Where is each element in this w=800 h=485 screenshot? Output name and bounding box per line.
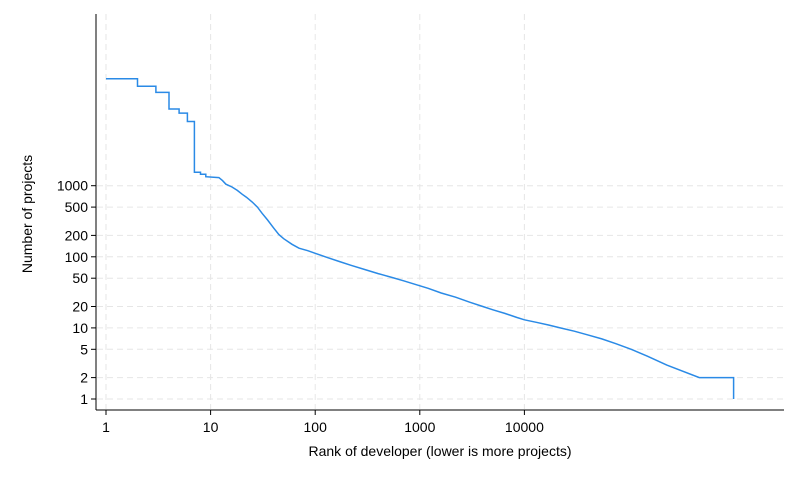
y-tick-label: 20	[72, 298, 88, 314]
x-tick-label: 10000	[505, 419, 544, 435]
y-axis-label: Number of projects	[19, 155, 35, 273]
y-tick-label: 2	[80, 370, 88, 386]
y-tick-label: 10	[72, 320, 88, 336]
y-tick-label: 200	[65, 227, 89, 243]
y-tick-label: 5	[80, 341, 88, 357]
x-tick-label: 10	[203, 419, 219, 435]
x-tick-label: 1000	[404, 419, 435, 435]
y-tick-label: 1	[80, 391, 88, 407]
y-tick-label: 1000	[57, 178, 88, 194]
grid	[97, 14, 784, 409]
axes: 1 2 5 10 20 50 100 200 500 1000 1 10 100 1000 10000	[57, 14, 784, 435]
series-line	[106, 77, 735, 399]
y-tick-label: 500	[65, 199, 89, 215]
x-tick-label: 1	[102, 419, 110, 435]
x-tick-label: 100	[304, 419, 328, 435]
series	[106, 77, 735, 399]
y-tick-label: 50	[72, 270, 88, 286]
x-axis-label: Rank of developer (lower is more project…	[309, 443, 572, 459]
y-tick-label: 100	[65, 249, 89, 265]
